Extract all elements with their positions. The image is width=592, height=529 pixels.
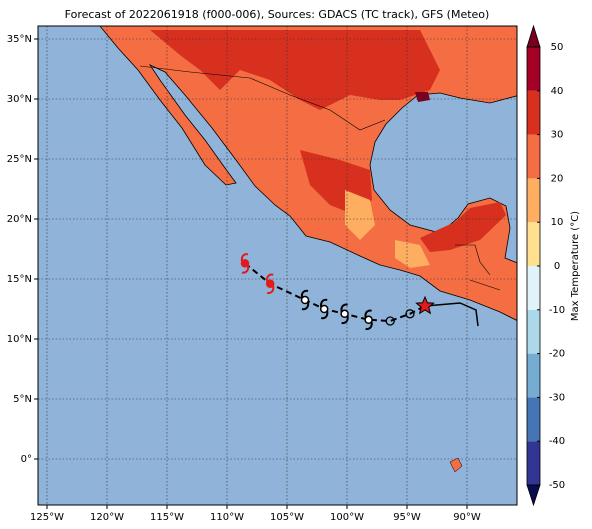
colorbar-band xyxy=(527,222,540,266)
colorbar-band xyxy=(527,90,540,135)
warm-region xyxy=(395,240,430,268)
storm-symbol xyxy=(340,303,349,325)
storm-symbol xyxy=(364,309,373,331)
colorbar-label: Max Temperature (°C) xyxy=(570,211,581,321)
colorbar-over xyxy=(526,24,541,48)
colorbar-band xyxy=(527,266,540,310)
colorbar-under xyxy=(526,484,541,507)
island xyxy=(449,457,463,473)
storm-eye xyxy=(364,315,373,325)
lon-tick-label: 125°W xyxy=(30,512,64,523)
lat-tick-label: 30°N xyxy=(7,94,32,105)
lon-tick-label: 115°W xyxy=(150,512,184,523)
storm-arm xyxy=(320,298,329,320)
lon-tick-label: 95°W xyxy=(393,512,421,523)
storm-arm xyxy=(266,273,275,295)
colorbar-band xyxy=(527,353,540,398)
storm-eye xyxy=(265,279,275,289)
map-area xyxy=(38,26,517,505)
storm-eye xyxy=(300,295,310,305)
lon-tick-label: 105°W xyxy=(270,512,304,523)
borders xyxy=(139,65,501,291)
lat-tick-label: 25°N xyxy=(7,154,32,165)
colorbar-tick-label: -50 xyxy=(549,480,565,491)
colorbar-tick-label: -10 xyxy=(549,305,565,316)
storm-symbol xyxy=(300,289,310,311)
lat-tick-label: 0° xyxy=(21,454,32,465)
track xyxy=(240,253,435,331)
storm-eye xyxy=(340,309,349,319)
colorbar-band xyxy=(527,397,540,442)
lon-tick-label: 90°W xyxy=(453,512,481,523)
map-frame xyxy=(37,25,518,506)
colorbar-tick-label: 20 xyxy=(551,173,564,184)
storm-eye xyxy=(240,259,250,268)
track-point xyxy=(405,309,415,319)
graticule xyxy=(38,26,517,505)
hot-region xyxy=(150,30,440,110)
storm-eye xyxy=(319,304,329,314)
colorbar-tick-label: 10 xyxy=(551,217,564,228)
storm-symbol xyxy=(319,298,329,320)
lat-tick-label: 35°N xyxy=(7,34,32,45)
lat-tick-label: 20°N xyxy=(7,214,32,225)
colorbar-tick-label: -20 xyxy=(549,349,565,360)
title: Forecast of 2022061918 (f000-006), Sourc… xyxy=(65,8,490,21)
colorbar-tick-label: -40 xyxy=(549,436,565,447)
track-point xyxy=(385,316,395,326)
colorbar-band xyxy=(527,441,540,485)
lat-tick-label: 15°N xyxy=(7,274,32,285)
lon-tick-label: 120°W xyxy=(90,512,124,523)
colorbar: 50 40 30 20 10 0 -10 -20 -30 -40 -50 Max Temperatur… xyxy=(526,24,581,507)
storm-symbol xyxy=(240,253,250,274)
storm-symbol xyxy=(265,273,275,295)
colorbar-band xyxy=(527,178,540,223)
past-track xyxy=(424,302,479,327)
storm-arm xyxy=(340,303,349,325)
colorbar-tick-label: 0 xyxy=(554,261,560,272)
colorbar-tick-label: 30 xyxy=(551,130,564,141)
colorbar-tick-label: -30 xyxy=(549,392,565,403)
colorbar-band xyxy=(527,309,540,354)
storm-arm xyxy=(364,309,373,331)
hot-region xyxy=(420,202,506,252)
lon-tick-label: 110°W xyxy=(210,512,244,523)
colorbar-tick-label: 40 xyxy=(551,86,564,97)
current-position xyxy=(415,295,435,315)
storm-arm xyxy=(240,253,250,274)
lon-tick-label: 100°W xyxy=(330,512,364,523)
colorbar-tick-label: 50 xyxy=(551,42,564,53)
colorbar-band xyxy=(527,47,540,91)
lat-tick-label: 10°N xyxy=(7,334,32,345)
colorbar-band xyxy=(527,134,540,179)
hottest-spot xyxy=(415,92,430,102)
storm-arm xyxy=(300,289,310,311)
lat-tick-label: 5°N xyxy=(13,394,32,405)
warm-region xyxy=(345,190,375,240)
